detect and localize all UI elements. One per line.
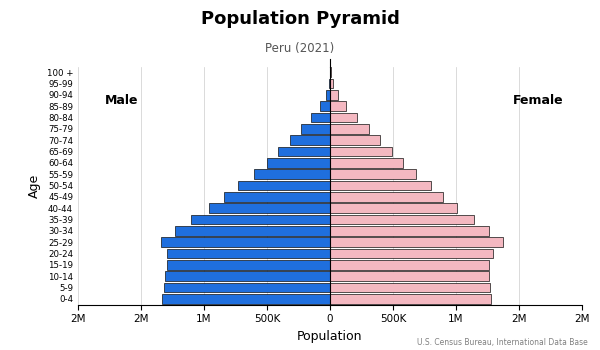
Bar [330,271,490,281]
Bar [330,169,416,179]
Bar [330,124,369,134]
Text: Male: Male [106,94,139,107]
Bar [161,237,330,247]
Bar [330,237,503,247]
Bar [330,112,357,122]
Bar [329,78,330,89]
X-axis label: Population: Population [297,330,363,343]
Bar [330,192,443,202]
Bar [330,147,392,156]
Bar [311,112,330,122]
Bar [175,226,330,236]
Text: Peru (2021): Peru (2021) [265,42,335,55]
Bar [164,282,330,293]
Bar [267,158,330,168]
Bar [326,90,330,100]
Bar [320,101,330,111]
Bar [330,90,338,100]
Bar [330,294,491,304]
Bar [165,271,330,281]
Text: U.S. Census Bureau, International Data Base: U.S. Census Bureau, International Data B… [417,337,588,346]
Bar [191,215,330,224]
Bar [330,158,403,168]
Text: Population Pyramid: Population Pyramid [200,10,400,28]
Bar [224,192,330,202]
Bar [163,294,330,304]
Bar [167,260,330,270]
Bar [330,215,473,224]
Bar [330,248,493,259]
Text: Female: Female [512,94,563,107]
Y-axis label: Age: Age [28,173,41,198]
Bar [330,260,490,270]
Bar [278,147,330,156]
Bar [330,203,457,213]
Bar [238,181,330,190]
Bar [254,169,330,179]
Bar [330,67,331,77]
Bar [209,203,330,213]
Bar [330,135,380,145]
Bar [330,226,490,236]
Bar [167,248,330,259]
Bar [330,181,431,190]
Bar [330,282,490,293]
Bar [330,78,332,89]
Bar [290,135,330,145]
Bar [301,124,330,134]
Bar [330,101,346,111]
